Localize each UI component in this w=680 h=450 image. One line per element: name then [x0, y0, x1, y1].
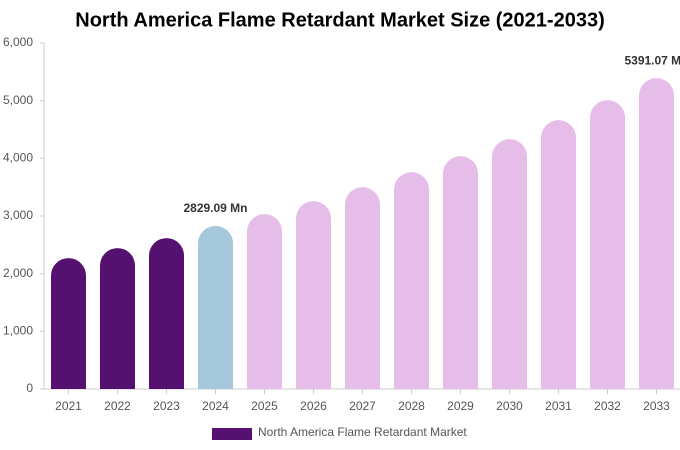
- data-label: 5391.07 Mn: [624, 53, 680, 67]
- bar: [590, 100, 625, 389]
- bar: [296, 201, 331, 389]
- x-tick-label: 2026: [300, 399, 327, 413]
- bar: [639, 78, 674, 390]
- bar: [443, 156, 478, 389]
- bar: [247, 214, 282, 389]
- x-tick-label: 2029: [447, 399, 474, 413]
- y-tick-label: 5,000: [3, 93, 33, 107]
- x-tick-label: 2021: [55, 399, 82, 413]
- y-tick-label: 2,000: [3, 266, 33, 280]
- y-tick-label: 3,000: [3, 208, 33, 222]
- x-tick-label: 2032: [594, 399, 621, 413]
- bar: [51, 258, 86, 389]
- y-tick-label: 6,000: [3, 35, 33, 49]
- x-tick-label: 2027: [349, 399, 376, 413]
- bar: [345, 187, 380, 389]
- x-tick-label: 2023: [153, 399, 180, 413]
- x-tick-label: 2022: [104, 399, 131, 413]
- legend-swatch: [212, 428, 252, 440]
- chart-title: North America Flame Retardant Market Siz…: [75, 9, 604, 31]
- data-label: 2829.09 Mn: [183, 201, 247, 215]
- bar: [149, 238, 184, 389]
- y-tick-label: 0: [26, 381, 33, 395]
- y-tick-label: 4,000: [3, 151, 33, 165]
- x-tick-label: 2028: [398, 399, 425, 413]
- x-tick-label: 2031: [545, 399, 572, 413]
- x-tick-label: 2033: [643, 399, 670, 413]
- bar: [541, 120, 576, 389]
- x-tick-label: 2025: [251, 399, 278, 413]
- y-tick-label: 1,000: [3, 324, 33, 338]
- bar: [198, 225, 233, 389]
- x-tick-label: 2024: [202, 399, 229, 413]
- legend-label: North America Flame Retardant Market: [258, 425, 467, 439]
- bar: [492, 139, 527, 389]
- x-tick-label: 2030: [496, 399, 523, 413]
- bar: [394, 172, 429, 389]
- bar: [100, 248, 135, 389]
